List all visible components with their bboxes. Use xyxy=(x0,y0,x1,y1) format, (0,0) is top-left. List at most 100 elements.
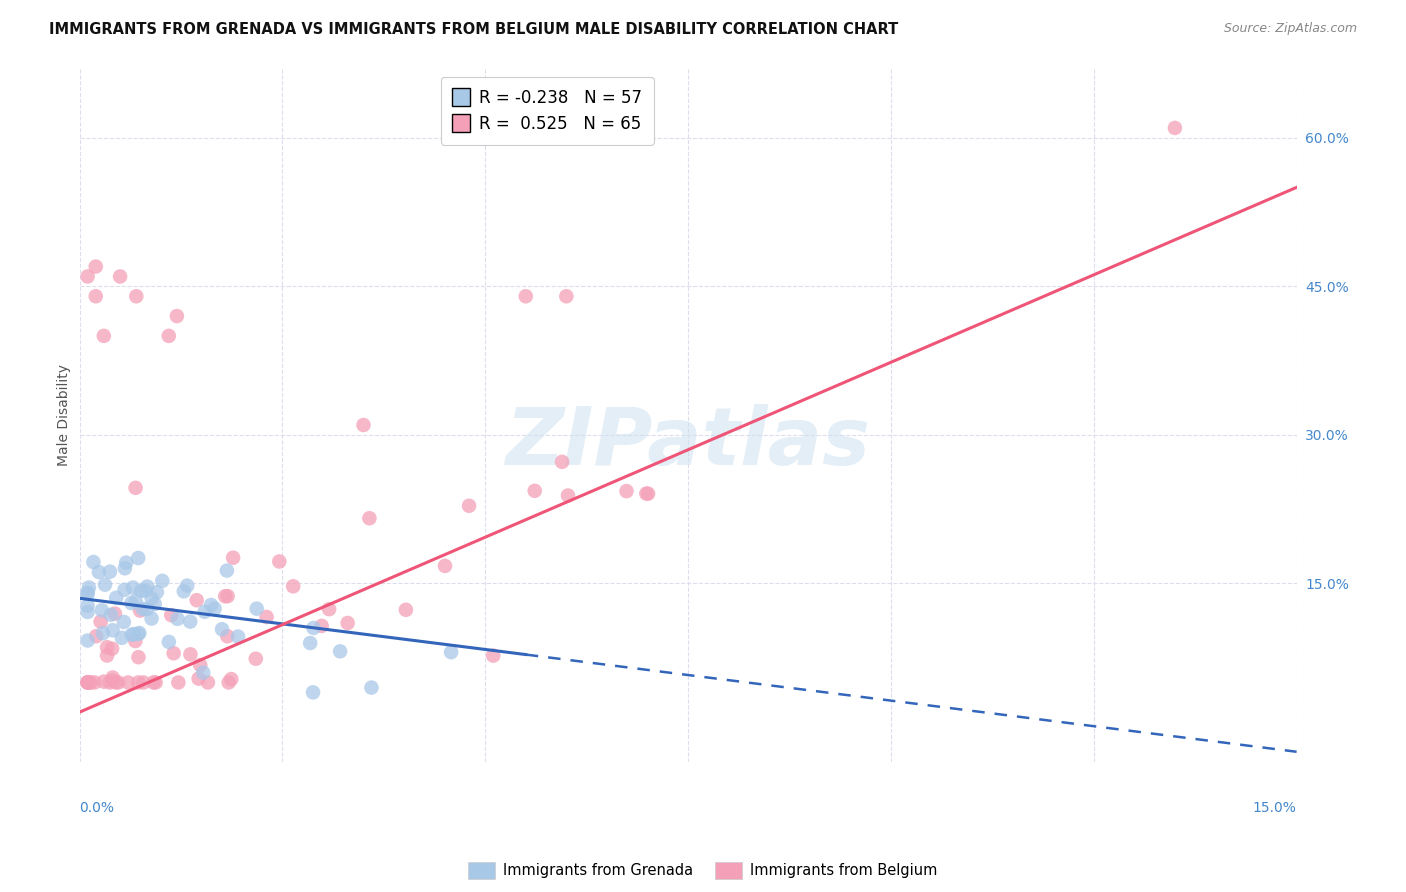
Point xyxy=(122,581,145,595)
Point xyxy=(125,594,148,608)
Point xyxy=(83,675,105,690)
Point xyxy=(166,612,188,626)
Point xyxy=(93,674,115,689)
Point xyxy=(122,627,145,641)
Point xyxy=(128,626,150,640)
Point xyxy=(77,675,100,690)
Point xyxy=(173,584,195,599)
Point xyxy=(136,580,159,594)
Legend: Immigrants from Grenada, Immigrants from Belgium: Immigrants from Grenada, Immigrants from… xyxy=(463,856,943,885)
Point xyxy=(555,289,578,303)
Point xyxy=(101,670,124,684)
Point xyxy=(217,629,239,643)
Point xyxy=(269,554,291,568)
Point xyxy=(127,627,149,641)
Point xyxy=(302,621,325,635)
Point xyxy=(79,675,101,690)
Point xyxy=(96,648,118,663)
Point xyxy=(132,675,155,690)
Point xyxy=(120,596,142,610)
Point xyxy=(90,615,112,629)
Point xyxy=(84,629,107,643)
Point xyxy=(353,417,375,432)
Point xyxy=(226,630,249,644)
Point xyxy=(76,599,98,613)
Point xyxy=(1164,120,1187,135)
Point xyxy=(163,646,186,660)
Point xyxy=(246,601,269,615)
Point xyxy=(76,585,98,599)
Point xyxy=(214,589,236,603)
Point xyxy=(142,675,165,690)
Point xyxy=(143,597,166,611)
Point xyxy=(107,675,129,690)
Point xyxy=(131,602,153,616)
Point xyxy=(98,675,121,690)
Point xyxy=(96,640,118,655)
Point xyxy=(82,555,104,569)
Point xyxy=(176,579,198,593)
Point xyxy=(141,591,163,606)
Point xyxy=(557,489,579,503)
Point xyxy=(637,486,659,500)
Point xyxy=(108,269,131,284)
Point xyxy=(433,558,456,573)
Point xyxy=(127,675,149,690)
Point xyxy=(360,681,382,695)
Text: Source: ZipAtlas.com: Source: ZipAtlas.com xyxy=(1223,22,1357,36)
Point xyxy=(91,626,114,640)
Point xyxy=(440,645,463,659)
Point xyxy=(197,675,219,690)
Point xyxy=(98,565,121,579)
Point xyxy=(112,615,135,629)
Point xyxy=(104,607,127,621)
Point xyxy=(115,556,138,570)
Point xyxy=(127,650,149,665)
Point xyxy=(193,665,215,680)
Point xyxy=(114,561,136,575)
Point xyxy=(84,289,107,303)
Point xyxy=(215,564,238,578)
Point xyxy=(256,610,278,624)
Point xyxy=(283,579,305,593)
Point xyxy=(100,607,122,622)
Point xyxy=(395,603,418,617)
Point xyxy=(166,309,188,323)
Point xyxy=(76,633,98,648)
Point xyxy=(187,672,209,686)
Point xyxy=(87,565,110,579)
Point xyxy=(157,329,180,343)
Y-axis label: Male Disability: Male Disability xyxy=(58,364,72,467)
Point xyxy=(121,628,143,642)
Point xyxy=(551,455,574,469)
Point xyxy=(302,685,325,699)
Point xyxy=(124,634,146,648)
Point xyxy=(77,581,100,595)
Point xyxy=(101,673,124,688)
Point xyxy=(359,511,381,525)
Point xyxy=(146,585,169,599)
Point xyxy=(188,658,211,673)
Point xyxy=(129,604,152,618)
Point xyxy=(76,587,98,601)
Point xyxy=(636,486,658,500)
Point xyxy=(93,329,115,343)
Point xyxy=(222,550,245,565)
Point xyxy=(179,648,201,662)
Point xyxy=(179,615,201,629)
Point xyxy=(124,481,146,495)
Legend: R = -0.238   N = 57, R =  0.525   N = 65: R = -0.238 N = 57, R = 0.525 N = 65 xyxy=(441,77,654,145)
Point xyxy=(318,602,340,616)
Point xyxy=(157,635,180,649)
Point xyxy=(186,593,208,607)
Text: 15.0%: 15.0% xyxy=(1253,800,1296,814)
Point xyxy=(134,583,156,598)
Point xyxy=(150,574,173,588)
Point xyxy=(136,602,159,616)
Point xyxy=(616,484,638,499)
Point xyxy=(160,608,183,623)
Point xyxy=(458,499,481,513)
Point xyxy=(167,675,190,690)
Point xyxy=(141,611,163,625)
Point xyxy=(299,636,322,650)
